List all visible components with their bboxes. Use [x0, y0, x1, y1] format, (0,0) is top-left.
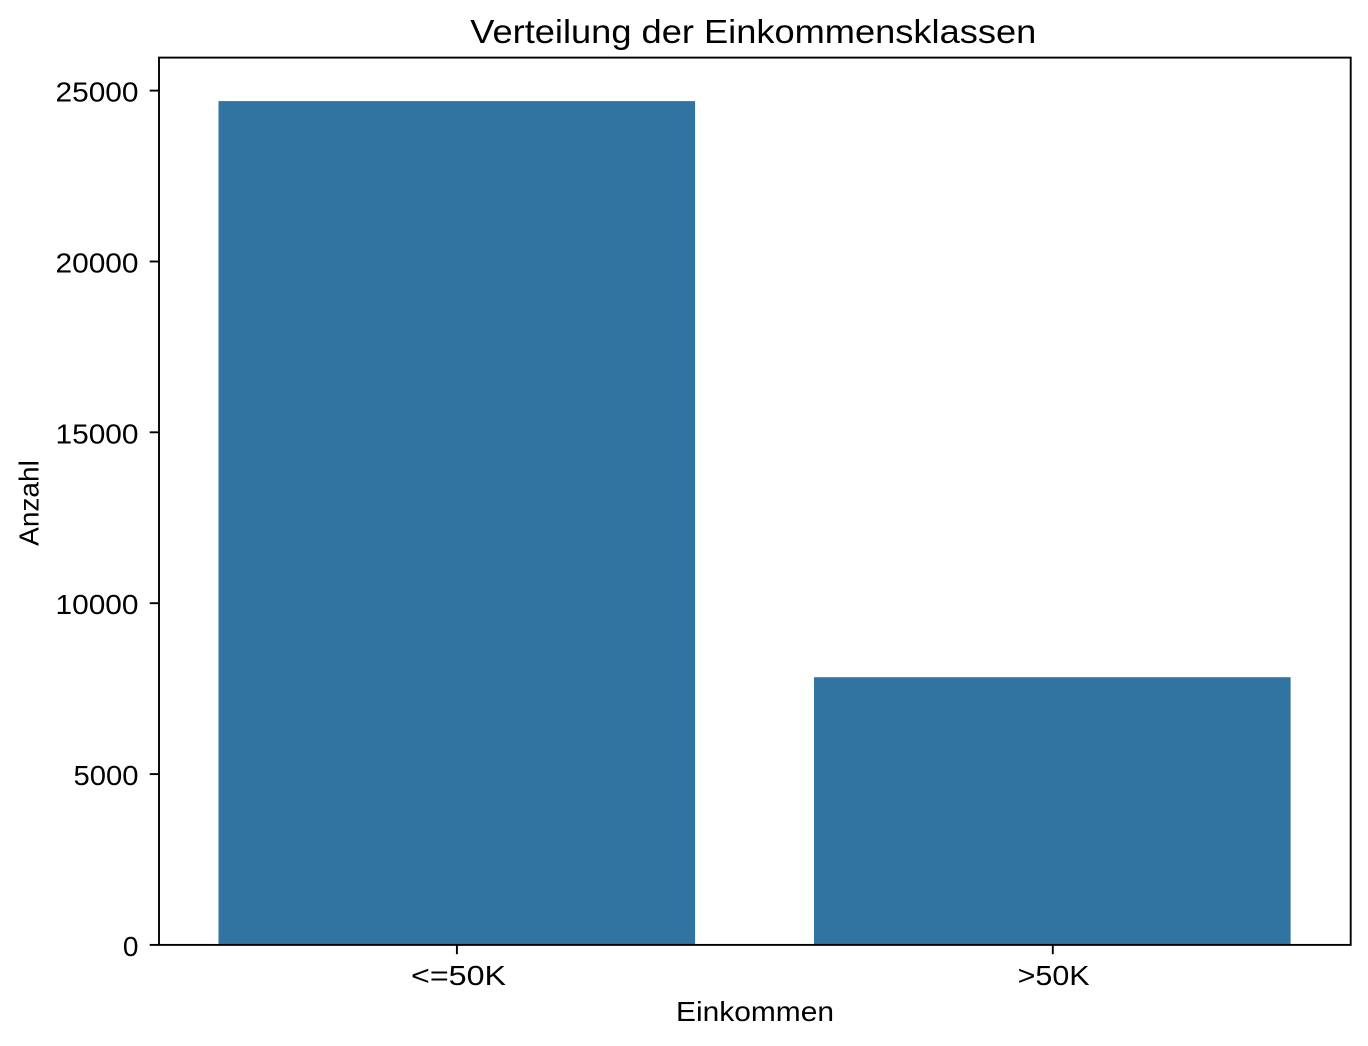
svg-text:10000: 10000 — [56, 589, 139, 620]
svg-text:>50K: >50K — [1018, 960, 1090, 991]
svg-text:Anzahl: Anzahl — [14, 460, 45, 546]
svg-text:15000: 15000 — [56, 418, 139, 449]
svg-text:20000: 20000 — [56, 248, 139, 279]
svg-text:5000: 5000 — [74, 760, 139, 791]
svg-text:Verteilung der Einkommensklass: Verteilung der Einkommensklassen — [470, 13, 1036, 50]
svg-text:25000: 25000 — [56, 77, 139, 108]
svg-text:<=50K: <=50K — [411, 960, 506, 991]
svg-text:0: 0 — [123, 931, 139, 962]
svg-text:Einkommen: Einkommen — [676, 996, 834, 1027]
